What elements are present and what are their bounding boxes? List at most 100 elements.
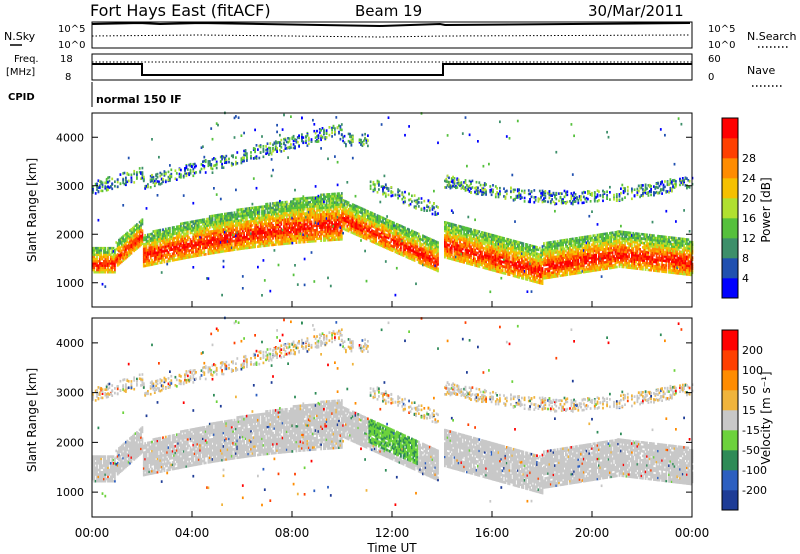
power-cell xyxy=(291,202,294,205)
power-cell xyxy=(272,219,274,223)
power-cell xyxy=(481,259,483,262)
power-cell xyxy=(142,256,145,259)
power-cell xyxy=(435,249,438,252)
power-cell xyxy=(104,262,107,265)
power-cell xyxy=(336,238,339,241)
power-cell xyxy=(362,212,365,216)
power-cell xyxy=(474,253,476,256)
power-cell xyxy=(449,253,452,256)
power-cell xyxy=(239,228,241,231)
power-cell xyxy=(237,239,240,242)
power-cell xyxy=(167,233,170,237)
power-cell xyxy=(211,167,214,171)
power-cell xyxy=(478,245,481,249)
power-cell xyxy=(336,199,339,202)
power-cell xyxy=(279,229,281,233)
power-cell xyxy=(279,221,281,224)
power-cell xyxy=(316,215,318,219)
power-cell xyxy=(290,143,292,146)
power-cell xyxy=(452,227,454,231)
power-cell xyxy=(371,220,373,224)
power-cell xyxy=(151,263,153,266)
power-cell xyxy=(417,237,420,240)
power-cell xyxy=(257,227,259,231)
power-cell xyxy=(305,236,307,239)
power-cell xyxy=(478,247,481,251)
power-cell xyxy=(302,203,305,207)
power-cell xyxy=(422,238,424,242)
power-cell xyxy=(393,224,395,227)
power-cell xyxy=(186,249,189,253)
power-cell xyxy=(232,215,234,219)
power-cell xyxy=(104,187,107,190)
power-cell xyxy=(340,128,343,132)
power-cell xyxy=(259,236,262,239)
power-cell xyxy=(472,241,475,245)
power-cell xyxy=(298,212,300,216)
power-cell xyxy=(155,240,158,244)
power-cell xyxy=(313,229,316,232)
power-cell xyxy=(291,239,294,243)
power-cell xyxy=(445,177,448,181)
power-cell xyxy=(317,136,320,140)
power-cell xyxy=(444,234,446,237)
power-cell xyxy=(288,224,291,228)
power-cell xyxy=(324,239,327,242)
power-cell xyxy=(229,225,232,228)
power-cell xyxy=(254,245,256,249)
power-cell xyxy=(243,153,245,157)
power-cell xyxy=(131,239,134,243)
power-cell xyxy=(408,198,410,202)
power-cell xyxy=(203,159,206,163)
power-cell xyxy=(164,236,167,239)
power-cell xyxy=(470,254,472,257)
power-cell xyxy=(252,219,255,223)
power-cell xyxy=(450,209,453,212)
power-cell xyxy=(329,238,332,242)
power-cell xyxy=(309,211,311,215)
power-cell xyxy=(424,240,427,243)
power-cell xyxy=(317,237,320,240)
power-cell xyxy=(466,233,468,237)
power-cell xyxy=(211,249,214,253)
power-cell xyxy=(334,231,336,235)
power-cell xyxy=(163,241,166,244)
power-cell xyxy=(307,240,310,243)
power-cell xyxy=(387,227,390,231)
power-cell xyxy=(246,211,248,215)
power-cell xyxy=(218,241,221,245)
power-cell xyxy=(307,201,310,204)
power-cell xyxy=(365,233,368,236)
power-cell xyxy=(164,238,167,242)
power-cell xyxy=(167,178,170,182)
power-cell xyxy=(331,229,333,233)
power-cell xyxy=(383,174,386,178)
power-cell xyxy=(305,201,307,204)
power-cell xyxy=(98,257,101,261)
power-cell xyxy=(246,231,248,234)
power-cell xyxy=(329,232,332,235)
power-cell xyxy=(298,136,300,140)
power-cell xyxy=(94,182,97,186)
power-cell xyxy=(437,241,439,244)
power-cell xyxy=(186,232,189,235)
power-cell xyxy=(411,231,413,235)
power-cell xyxy=(412,249,415,253)
power-cell xyxy=(226,218,229,222)
power-cell xyxy=(254,212,256,216)
power-cell xyxy=(199,234,202,237)
power-cell xyxy=(331,238,333,242)
power-cell xyxy=(354,204,357,208)
power-cell xyxy=(254,147,256,151)
power-cell xyxy=(284,214,287,217)
power-cell xyxy=(196,232,199,236)
power-cell xyxy=(371,240,373,243)
power-cell xyxy=(353,232,355,235)
power-cell xyxy=(277,240,280,244)
power-cell xyxy=(203,166,206,170)
power-cell xyxy=(233,244,236,247)
power-cell xyxy=(328,210,331,214)
power-cell xyxy=(266,233,269,236)
power-cell xyxy=(153,229,156,233)
power-cell xyxy=(288,213,291,217)
